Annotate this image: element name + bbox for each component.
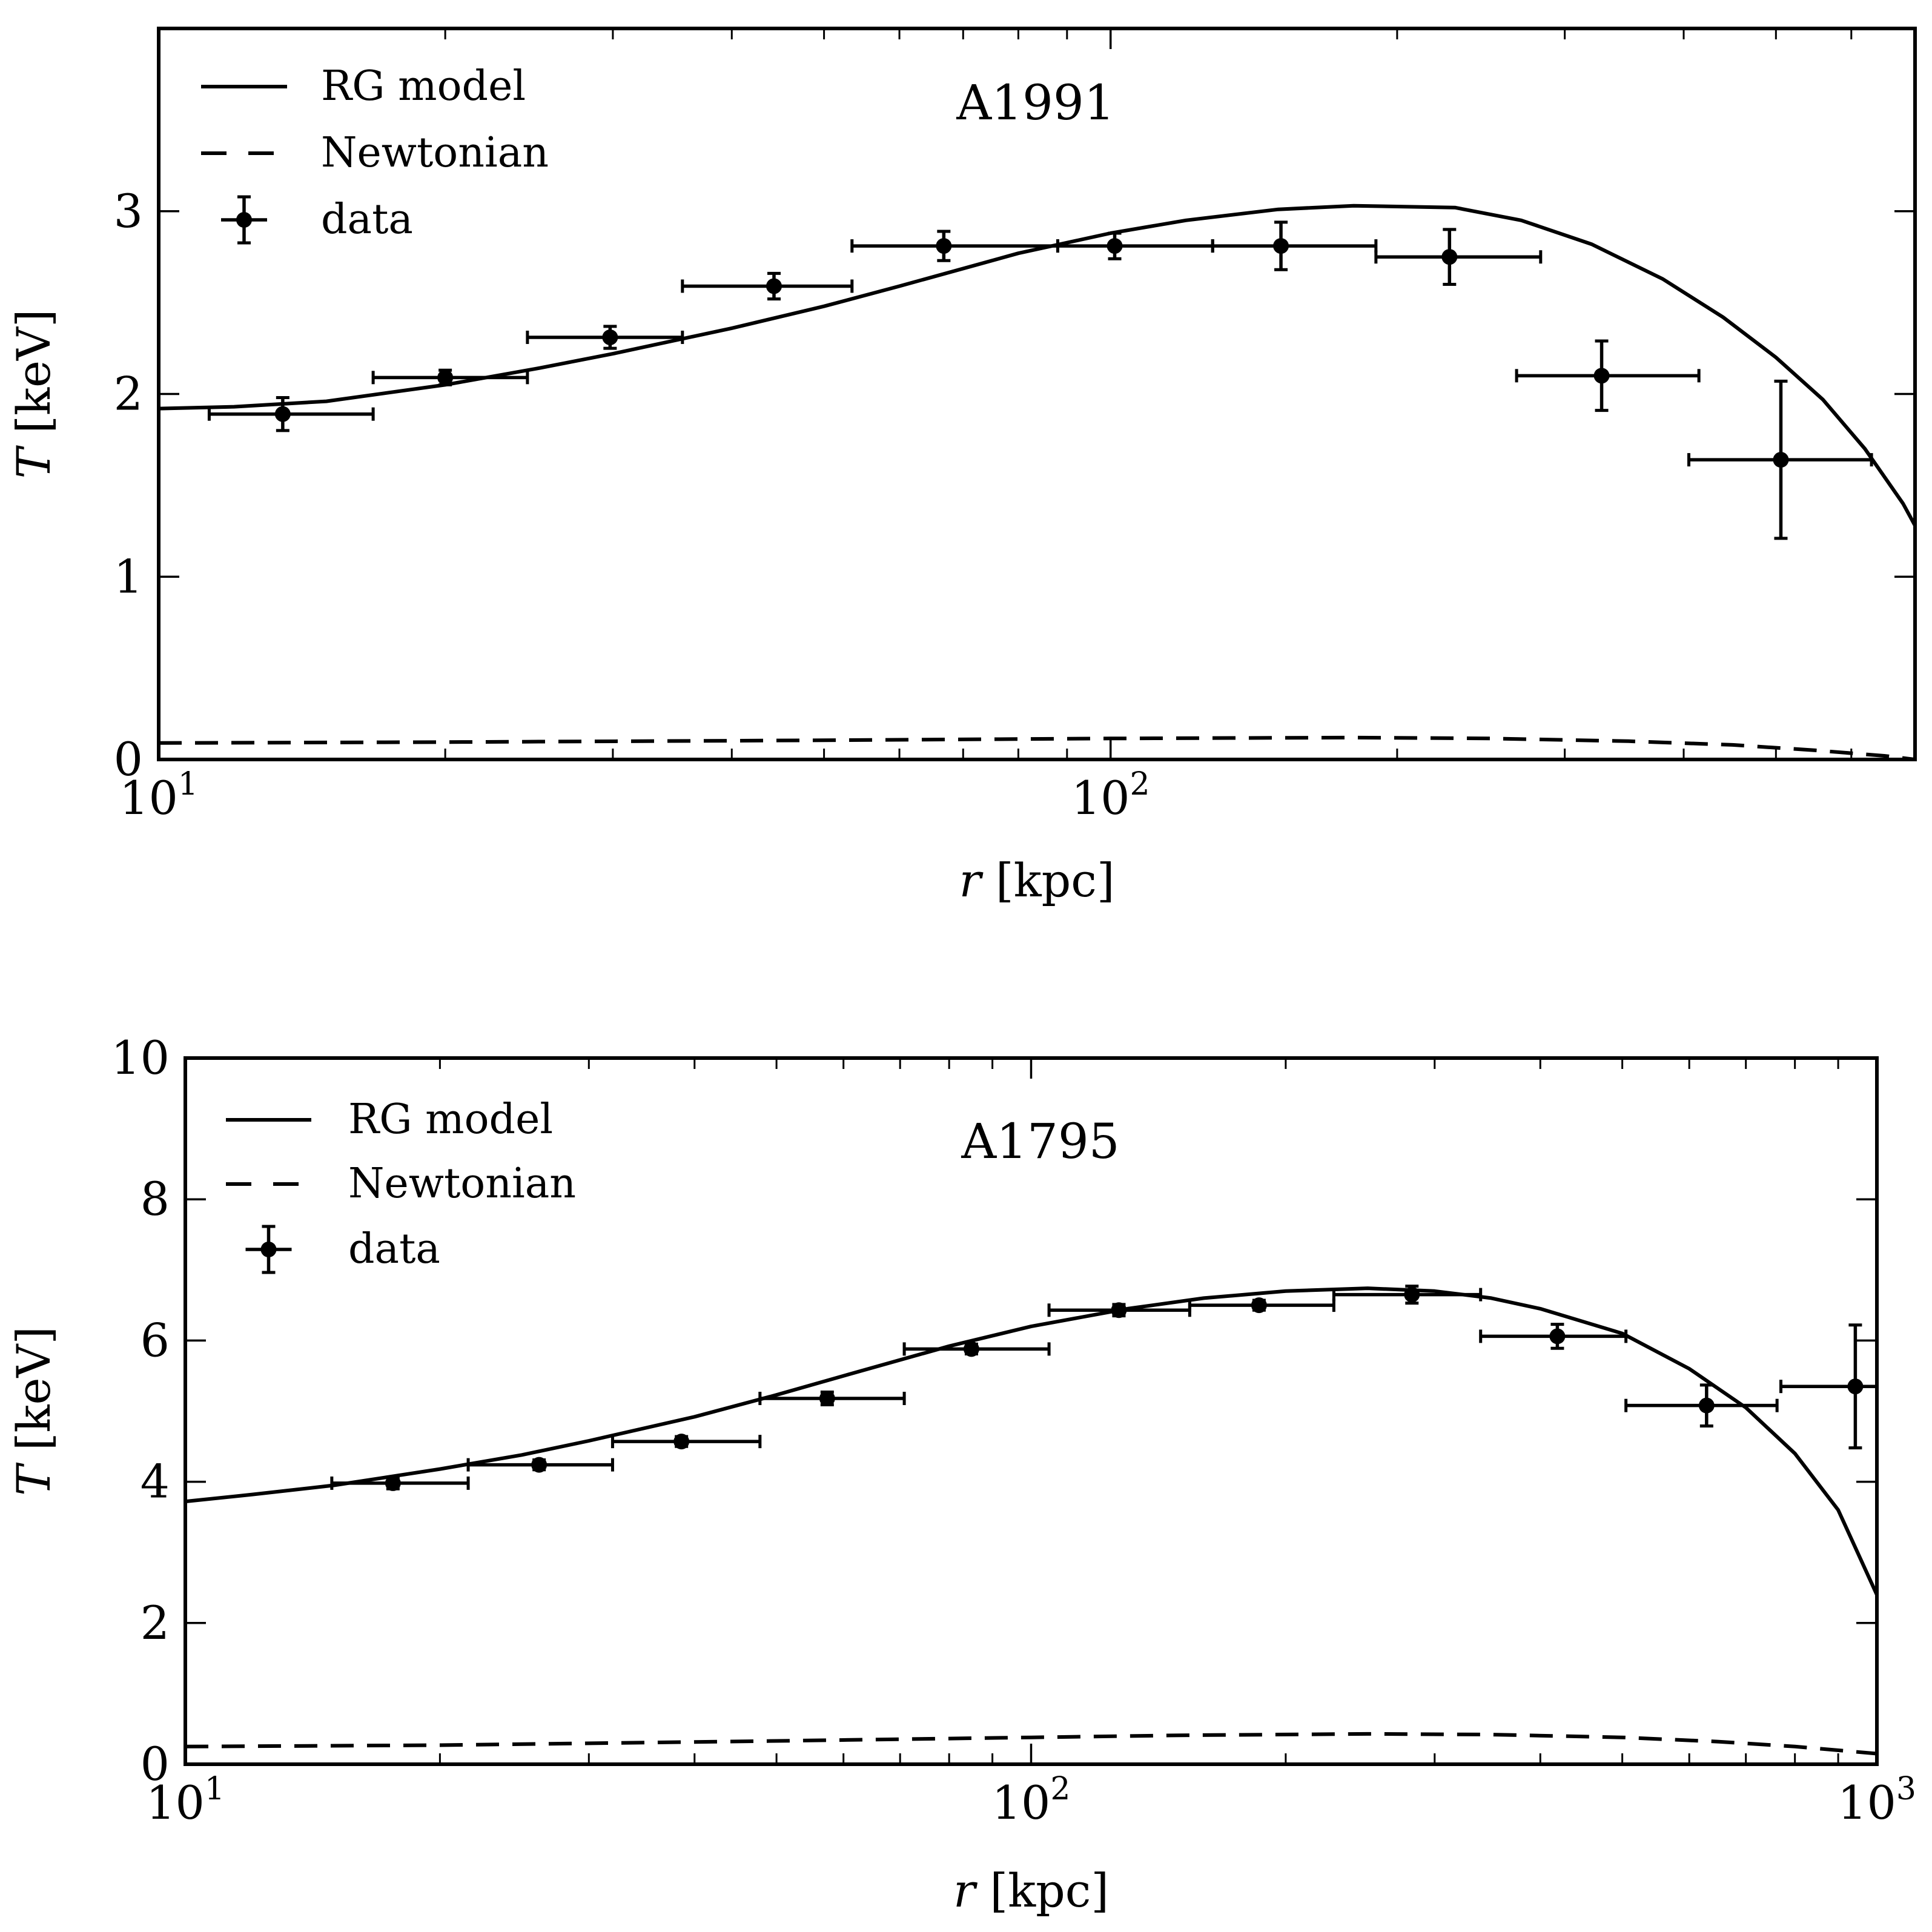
y-tick-label: 0 (141, 1737, 170, 1791)
data-marker (963, 1341, 979, 1357)
legend: RG model Newtonian data (201, 62, 549, 245)
data-point (466, 1457, 614, 1473)
data-point (1188, 1297, 1335, 1314)
data-marker (1441, 249, 1458, 265)
x-tick-label: 102 (992, 1771, 1071, 1830)
chart-title: A1795 (961, 1113, 1119, 1169)
legend-marker (260, 1242, 277, 1257)
data-point (610, 1434, 762, 1450)
x-tick-label: 101 (146, 1771, 225, 1830)
plot-area (185, 1285, 1877, 1756)
data-point (758, 1391, 906, 1407)
x-tick-label: 103 (1838, 1771, 1916, 1830)
y-tick-label: 6 (141, 1313, 170, 1367)
y-tick-label: 2 (141, 1596, 170, 1650)
data-marker (766, 278, 782, 294)
x-tick-label: 101 (119, 766, 198, 825)
legend: RG model Newtonian data (226, 1096, 576, 1274)
data-point (1687, 379, 1873, 540)
x-axis-label: r [kpc] (953, 1864, 1109, 1917)
rg-model-line (159, 203, 1915, 532)
chart-a1795: 101 102 103 0 2 4 6 8 10 A1795 r [kpc] T [keV] RG mo… (7, 1031, 1916, 1917)
y-tick-label: 1 (114, 549, 143, 603)
y-tick-label: 10 (111, 1031, 170, 1085)
data-marker (1404, 1286, 1420, 1303)
plot-area (159, 203, 1915, 759)
data-marker (274, 406, 291, 422)
data-point (1479, 1323, 1628, 1350)
data-marker (1593, 368, 1610, 384)
data-point (681, 271, 854, 301)
data-marker (1698, 1397, 1715, 1414)
plot-frame (184, 1056, 1879, 1766)
chart-a1991: 101 102 0 1 2 3 A1991 r [kpc] T [keV] RG model New… (7, 27, 1917, 907)
newtonian-line (159, 735, 1915, 759)
data-point (850, 230, 1059, 262)
legend-label: Newtonian (321, 129, 549, 177)
data-marker (1107, 238, 1123, 254)
y-tick-label: 4 (141, 1455, 170, 1509)
data-marker (437, 369, 454, 386)
data-marker (1549, 1328, 1566, 1345)
legend-entry: RG model (226, 1096, 553, 1143)
data-marker (385, 1475, 401, 1491)
data-marker (602, 329, 618, 345)
legend-label: RG model (321, 62, 526, 110)
x-axis-label: r [kpc] (959, 853, 1114, 907)
data-point (902, 1341, 1051, 1357)
chart-title: A1991 (956, 74, 1114, 131)
plot-frame (157, 27, 1917, 761)
legend-entry: data (221, 195, 413, 245)
data-point (1374, 228, 1543, 286)
y-tick-label: 3 (114, 184, 143, 238)
data-marker (1773, 452, 1789, 468)
x-tick-label: 102 (1071, 766, 1150, 825)
data-marker (531, 1457, 548, 1473)
data-point (1779, 1323, 1877, 1450)
rg-model-line (185, 1286, 1877, 1596)
data-point (330, 1475, 470, 1491)
legend-label: data (348, 1225, 440, 1273)
y-tick-label: 0 (114, 732, 143, 786)
data-point (1624, 1383, 1779, 1427)
data-point (207, 396, 375, 432)
data-marker (936, 238, 952, 254)
legend-entry: Newtonian (201, 129, 549, 177)
data-marker (819, 1391, 835, 1407)
data-point (1211, 220, 1378, 271)
legend-label: data (321, 196, 413, 243)
legend-entry: Newtonian (226, 1160, 576, 1208)
data-marker (1273, 238, 1289, 254)
data-point (1332, 1285, 1483, 1305)
legend-entry: RG model (201, 62, 526, 110)
y-tick-label: 2 (114, 367, 143, 421)
y-axis-label: T [keV] (7, 309, 61, 478)
newtonian-line (185, 1732, 1877, 1756)
data-marker (1111, 1302, 1127, 1318)
data-marker (673, 1434, 690, 1450)
legend-entry: data (245, 1225, 440, 1274)
y-tick-label: 8 (141, 1172, 170, 1226)
data-point (1047, 1302, 1191, 1318)
data-point (371, 368, 529, 386)
data-point (526, 325, 684, 350)
y-axis-label: T [keV] (7, 1326, 61, 1496)
data-marker (1251, 1297, 1267, 1314)
legend-label: RG model (348, 1096, 553, 1143)
legend-label: Newtonian (348, 1160, 576, 1208)
data-point (1515, 339, 1701, 412)
data-marker (1847, 1378, 1864, 1395)
legend-marker (236, 212, 252, 228)
